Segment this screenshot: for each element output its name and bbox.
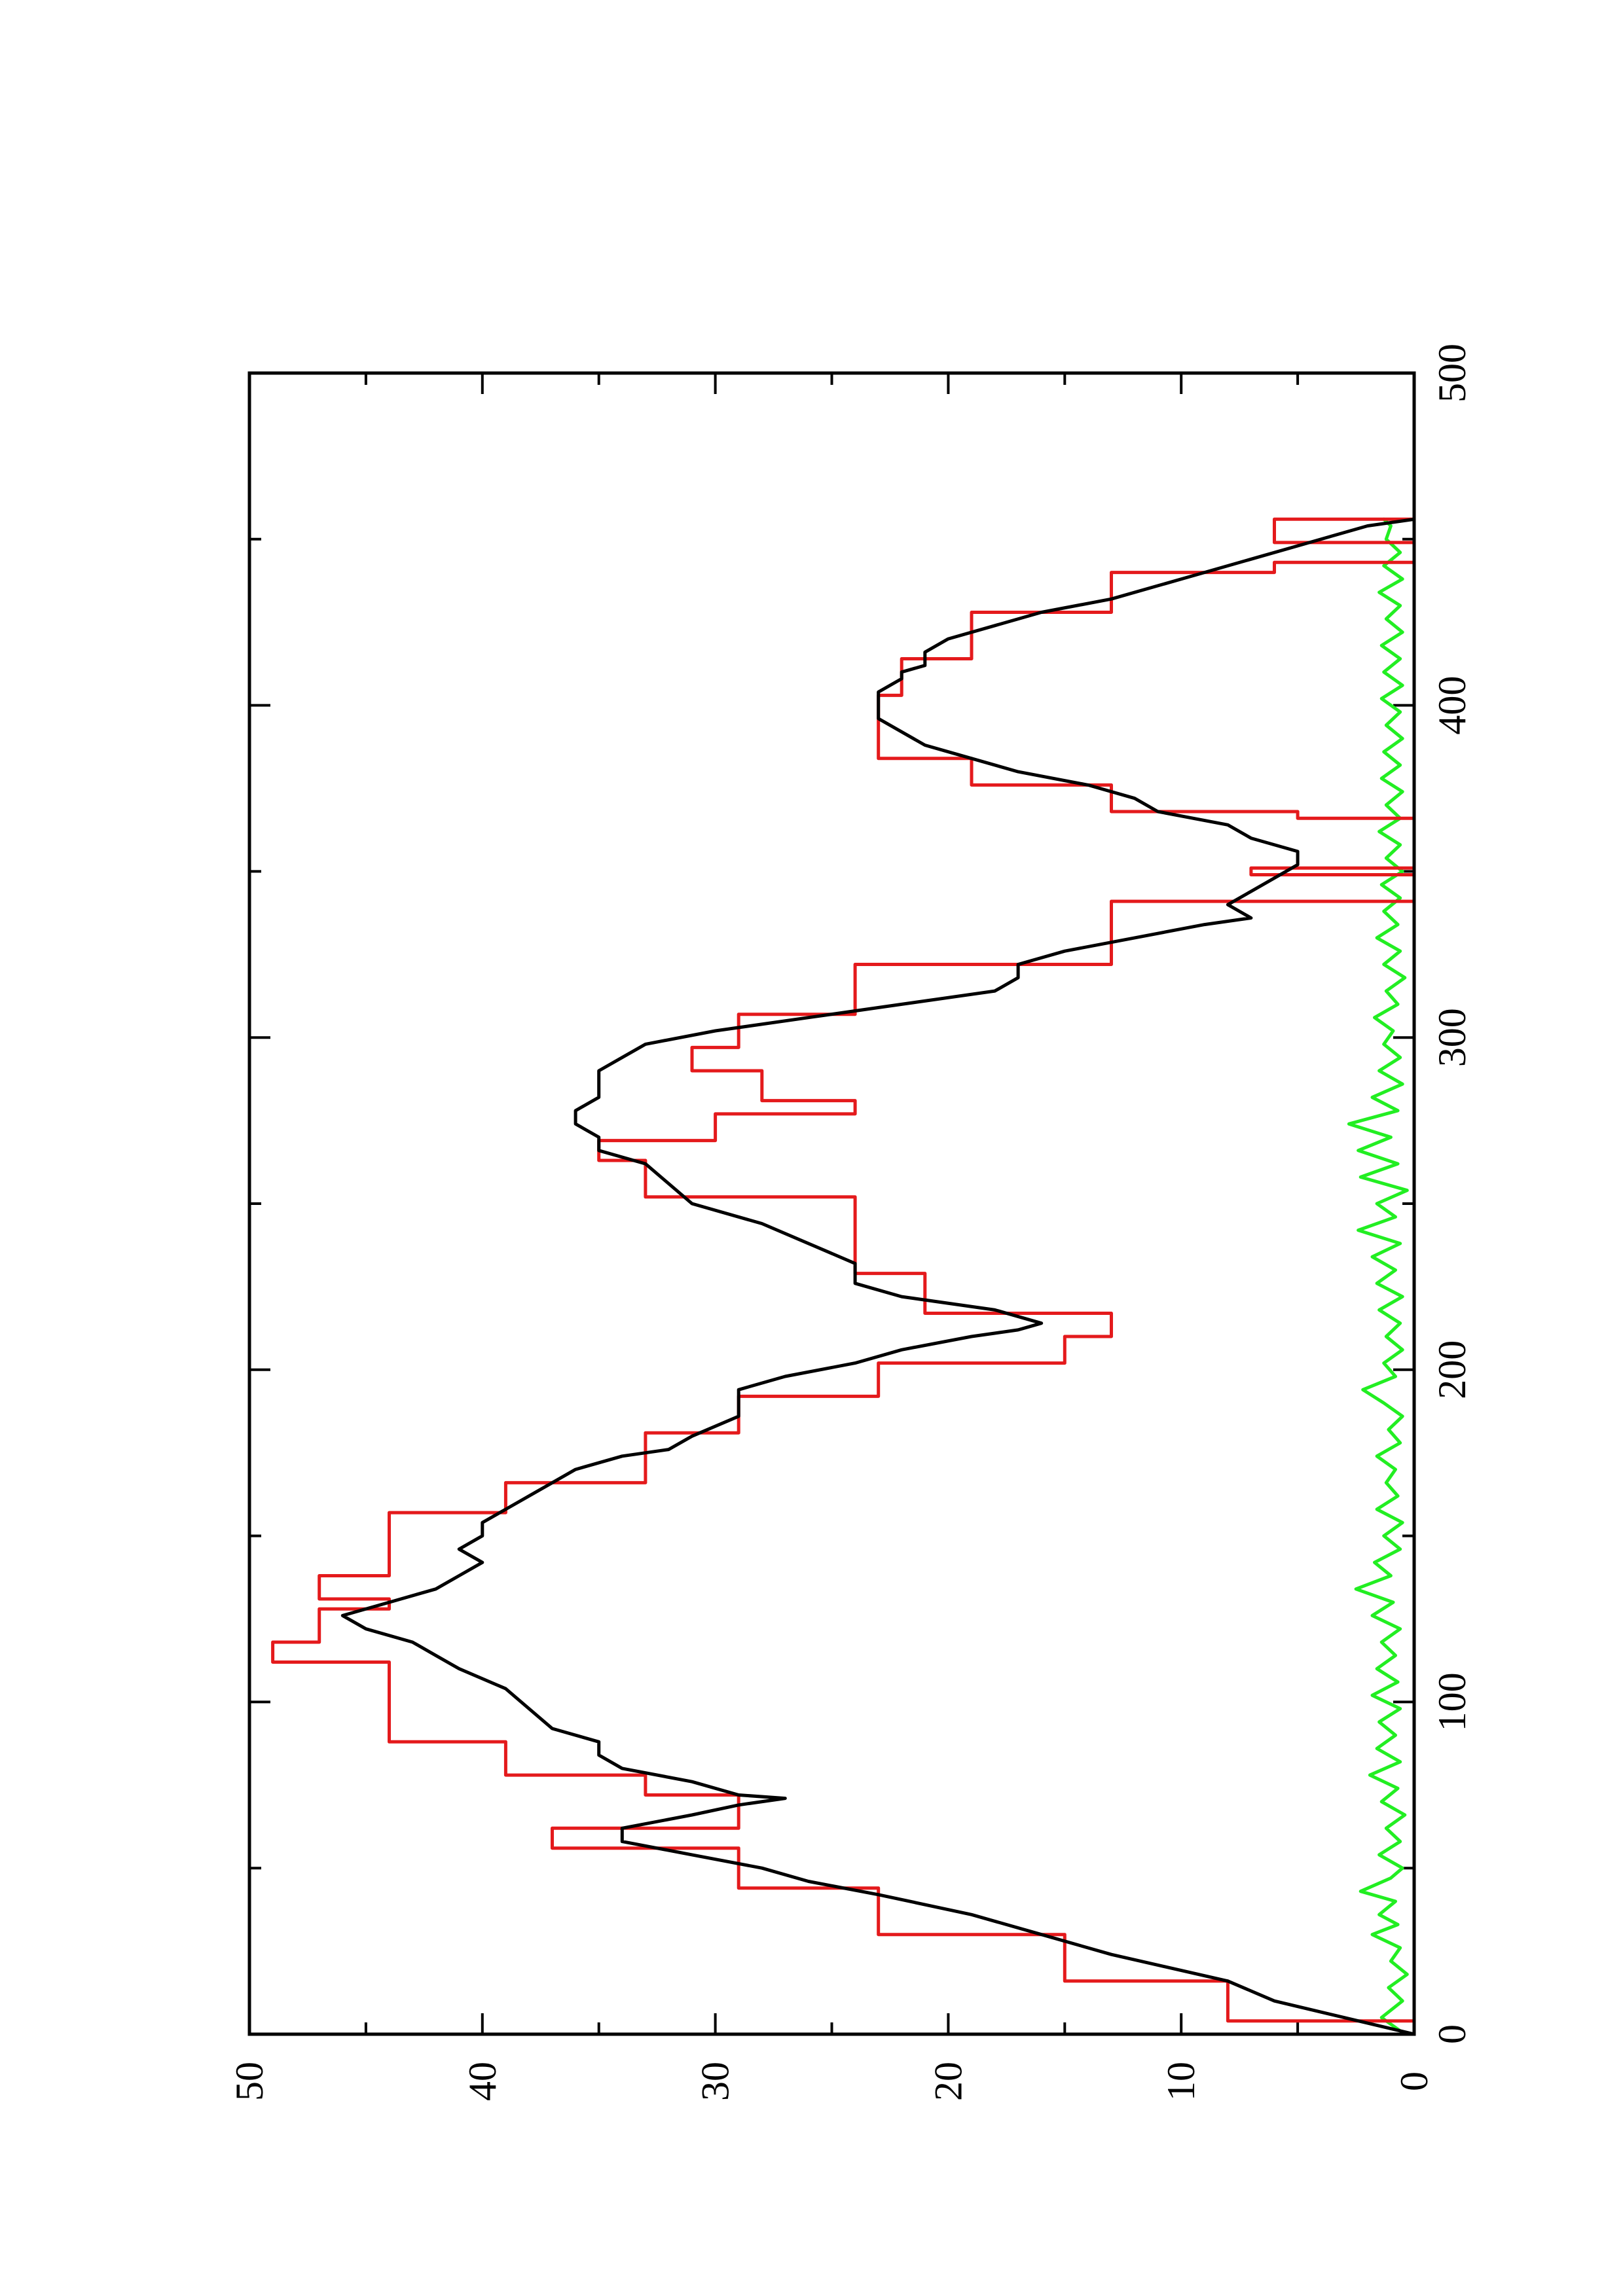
x-tick-label-100: 100 <box>1431 1672 1474 1731</box>
x-tick-label-300: 300 <box>1431 1008 1474 1067</box>
series-line-1 <box>340 517 1416 2036</box>
y-tick-label-0: 0 <box>1393 2072 1436 2091</box>
tick-labels: 0 100 200 300 400 500 0 10 20 30 40 50 <box>228 344 1474 2101</box>
y-tick-label-30: 30 <box>694 2062 737 2101</box>
series-line-2 <box>1347 517 1409 2036</box>
x-tick-label-0: 0 <box>1431 2024 1474 2044</box>
x-tick-label-400: 400 <box>1431 676 1474 735</box>
x-tick-label-500: 500 <box>1431 344 1474 403</box>
y-tick-label-40: 40 <box>461 2062 504 2101</box>
x-tick-label-200: 200 <box>1431 1340 1474 1399</box>
plot-frame <box>247 371 1416 2036</box>
y-tick-label-50: 50 <box>228 2062 271 2101</box>
y-tick-label-10: 10 <box>1159 2062 1203 2101</box>
plot-series <box>271 517 1416 2036</box>
y-tick-label-20: 20 <box>926 2062 970 2101</box>
